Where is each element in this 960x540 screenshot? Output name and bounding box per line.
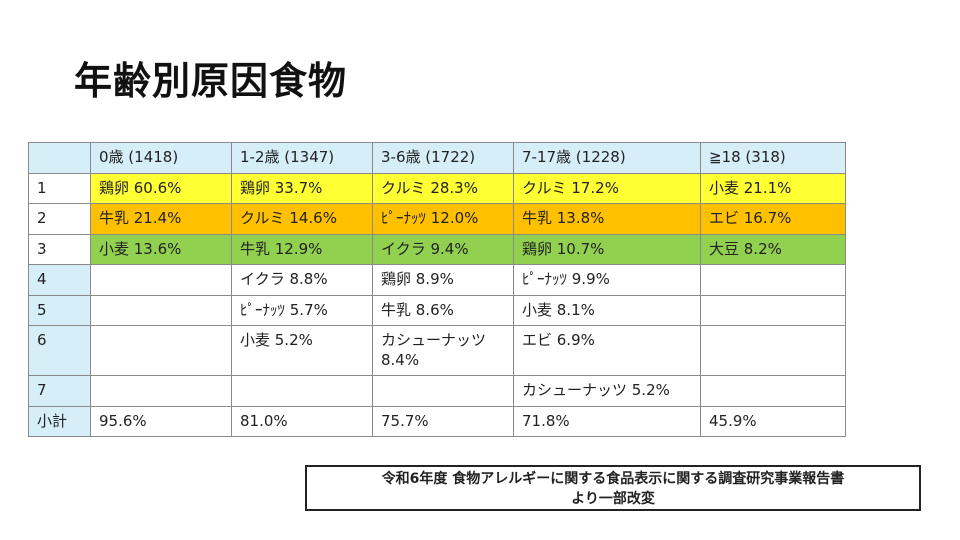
rank-cell: 7 <box>28 375 91 407</box>
rank-cell: 6 <box>28 325 91 376</box>
table-cell <box>700 294 846 326</box>
table-cell: ﾋﾟｰﾅｯﾂ 5.7% <box>231 294 373 326</box>
allergen-by-age-table: 0歳 (1418) 1-2歳 (1347) 3-6歳 (1722) 7-17歳 (12… <box>28 142 846 437</box>
table-cell <box>90 325 232 376</box>
table-cell: 鶏卵 60.6% <box>90 172 232 204</box>
source-line-1: 令和6年度 食物アレルギーに関する食品表示に関する調査研究事業報告書 <box>381 471 845 487</box>
table-cell: ﾋﾟｰﾅｯﾂ 9.9% <box>513 264 701 296</box>
table-cell: エビ 16.7% <box>700 203 846 235</box>
table-cell: 小麦 5.2% <box>231 325 373 376</box>
table-cell <box>90 264 232 296</box>
table-cell: クルミ 14.6% <box>231 203 373 235</box>
table-cell: 81.0% <box>231 405 373 437</box>
table-cell <box>90 375 232 407</box>
table-cell: 小麦 21.1% <box>700 172 846 204</box>
table-cell <box>700 375 846 407</box>
table-row: 小計 95.6% 81.0% 75.7% 71.8% 45.9% <box>28 405 846 437</box>
table-cell: 45.9% <box>700 405 846 437</box>
rank-cell: 4 <box>28 264 91 296</box>
table-header-cell: 3-6歳 (1722) <box>372 142 514 174</box>
table-cell: 牛乳 21.4% <box>90 203 232 235</box>
table-cell: エビ 6.9% <box>513 325 701 376</box>
table-header-cell: 0歳 (1418) <box>90 142 232 174</box>
table-cell: 鶏卵 8.9% <box>372 264 514 296</box>
table-header-cell: 7-17歳 (1228) <box>513 142 701 174</box>
table-row: 5 ﾋﾟｰﾅｯﾂ 5.7% 牛乳 8.6% 小麦 8.1% <box>28 294 846 326</box>
table-cell: 95.6% <box>90 405 232 437</box>
table-cell: ﾋﾟｰﾅｯﾂ 12.0% <box>372 203 514 235</box>
table-cell: 小麦 13.6% <box>90 233 232 265</box>
table-row: 4 イクラ 8.8% 鶏卵 8.9% ﾋﾟｰﾅｯﾂ 9.9% <box>28 264 846 296</box>
table-header-cell: ≧18 (318) <box>700 142 846 174</box>
table-cell: クルミ 28.3% <box>372 172 514 204</box>
table-header-cell <box>28 142 91 174</box>
table-row: 2 牛乳 21.4% クルミ 14.6% ﾋﾟｰﾅｯﾂ 12.0% 牛乳 13.8% エビ… <box>28 203 846 235</box>
rank-cell: 1 <box>28 172 91 204</box>
source-line-2: より一部改変 <box>571 491 655 507</box>
table-cell: 71.8% <box>513 405 701 437</box>
table-row: 1 鶏卵 60.6% 鶏卵 33.7% クルミ 28.3% クルミ 17.2% 小麦 21… <box>28 172 846 204</box>
table-cell: クルミ 17.2% <box>513 172 701 204</box>
table-cell <box>231 375 373 407</box>
table-cell: 牛乳 13.8% <box>513 203 701 235</box>
rank-cell: 5 <box>28 294 91 326</box>
table-row: 3 小麦 13.6% 牛乳 12.9% イクラ 9.4% 鶏卵 10.7% 大豆 8.2% <box>28 233 846 265</box>
table-row: 7 カシューナッツ 5.2% <box>28 375 846 407</box>
table-cell <box>372 375 514 407</box>
rank-cell: 2 <box>28 203 91 235</box>
table-cell: 鶏卵 10.7% <box>513 233 701 265</box>
table-cell: カシューナッツ 8.4% <box>372 325 514 376</box>
table-cell: 鶏卵 33.7% <box>231 172 373 204</box>
page-title: 年齢別原因食物 <box>74 59 348 103</box>
rank-cell: 3 <box>28 233 91 265</box>
table-cell <box>700 264 846 296</box>
table-cell: 牛乳 12.9% <box>231 233 373 265</box>
rank-cell: 小計 <box>28 405 91 437</box>
table-cell: 大豆 8.2% <box>700 233 846 265</box>
table-row: 6 小麦 5.2% カシューナッツ 8.4% エビ 6.9% <box>28 325 846 376</box>
table-cell: カシューナッツ 5.2% <box>513 375 701 407</box>
table-cell: イクラ 8.8% <box>231 264 373 296</box>
table-cell <box>700 325 846 376</box>
table-cell: 牛乳 8.6% <box>372 294 514 326</box>
table-cell: イクラ 9.4% <box>372 233 514 265</box>
table-cell: 75.7% <box>372 405 514 437</box>
table-cell: 小麦 8.1% <box>513 294 701 326</box>
table-header-cell: 1-2歳 (1347) <box>231 142 373 174</box>
table-header-row: 0歳 (1418) 1-2歳 (1347) 3-6歳 (1722) 7-17歳 (12… <box>28 142 846 174</box>
table-cell <box>90 294 232 326</box>
source-citation: 令和6年度 食物アレルギーに関する食品表示に関する調査研究事業報告書 より一部改… <box>305 465 921 511</box>
